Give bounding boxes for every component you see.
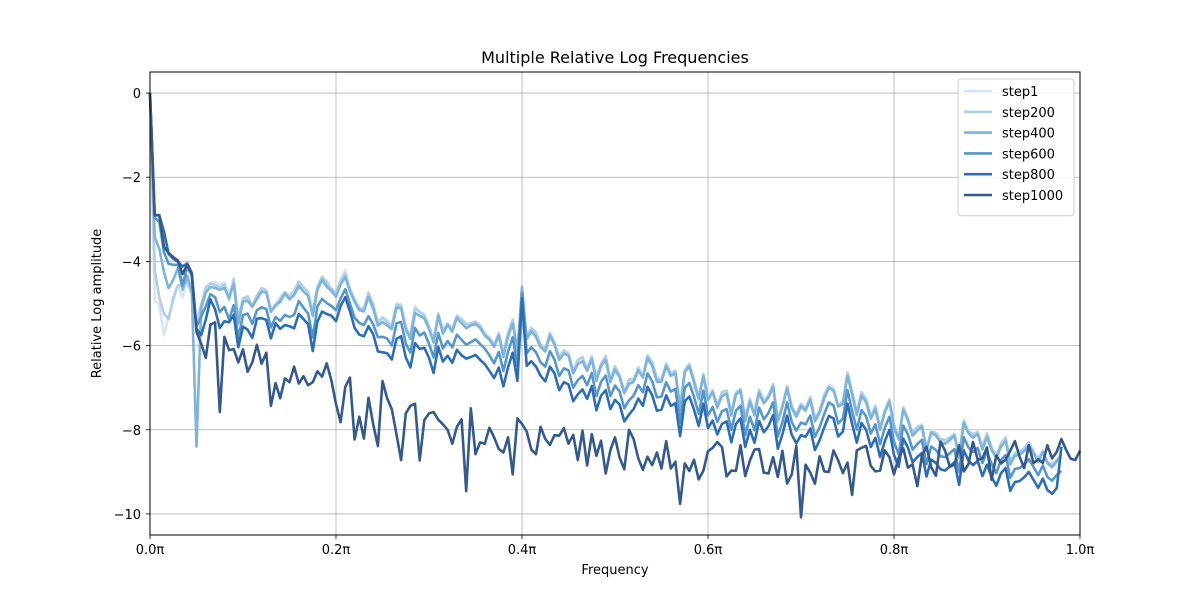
series-layer — [148, 92, 1082, 519]
series-line-step1 — [148, 92, 1063, 467]
y-tick-label: 0 — [133, 87, 141, 102]
x-tick-label: 0.6π — [694, 543, 723, 558]
x-axis-title: Frequency — [581, 563, 648, 578]
series-line-step600 — [148, 92, 1063, 483]
y-tick-label: −6 — [122, 340, 141, 355]
x-tick-label: 0.2π — [322, 543, 351, 558]
x-axis: 0.0π 0.2π 0.4π 0.6π 0.8π 1.0π — [136, 535, 1095, 558]
x-tick-label: 0.4π — [508, 543, 537, 558]
legend-label: step200 — [1002, 106, 1055, 121]
legend-label: step1000 — [1002, 189, 1063, 204]
plot-frame — [149, 71, 1081, 536]
legend-label: step400 — [1002, 127, 1055, 142]
y-tick-label: −2 — [122, 171, 141, 186]
legend-label: step1 — [1002, 85, 1038, 100]
series-line-step1000 — [148, 92, 1082, 519]
y-tick-label: −4 — [122, 255, 141, 270]
grid-lines — [149, 72, 1081, 535]
legend-box — [957, 78, 1075, 217]
y-tick-label: −8 — [122, 424, 141, 439]
series-line-step400 — [148, 92, 1063, 469]
chart-title: Multiple Relative Log Frequencies — [481, 48, 749, 67]
legend-label: step600 — [1002, 147, 1055, 162]
x-tick-label: 1.0π — [1066, 543, 1095, 558]
series-line-step200 — [148, 92, 1063, 466]
x-tick-label: 0.8π — [880, 543, 909, 558]
legend-label: step800 — [1002, 168, 1055, 183]
y-axis-title: Relative Log amplitude — [90, 229, 105, 379]
y-axis: 0 −2 −4 −6 −8 −10 — [114, 87, 150, 523]
series-line-step800 — [148, 92, 1063, 496]
x-tick-label: 0.0π — [136, 543, 165, 558]
legend: step1 step200 step400 step600 step800 step100… — [957, 78, 1075, 217]
y-tick-label: −10 — [114, 508, 141, 523]
